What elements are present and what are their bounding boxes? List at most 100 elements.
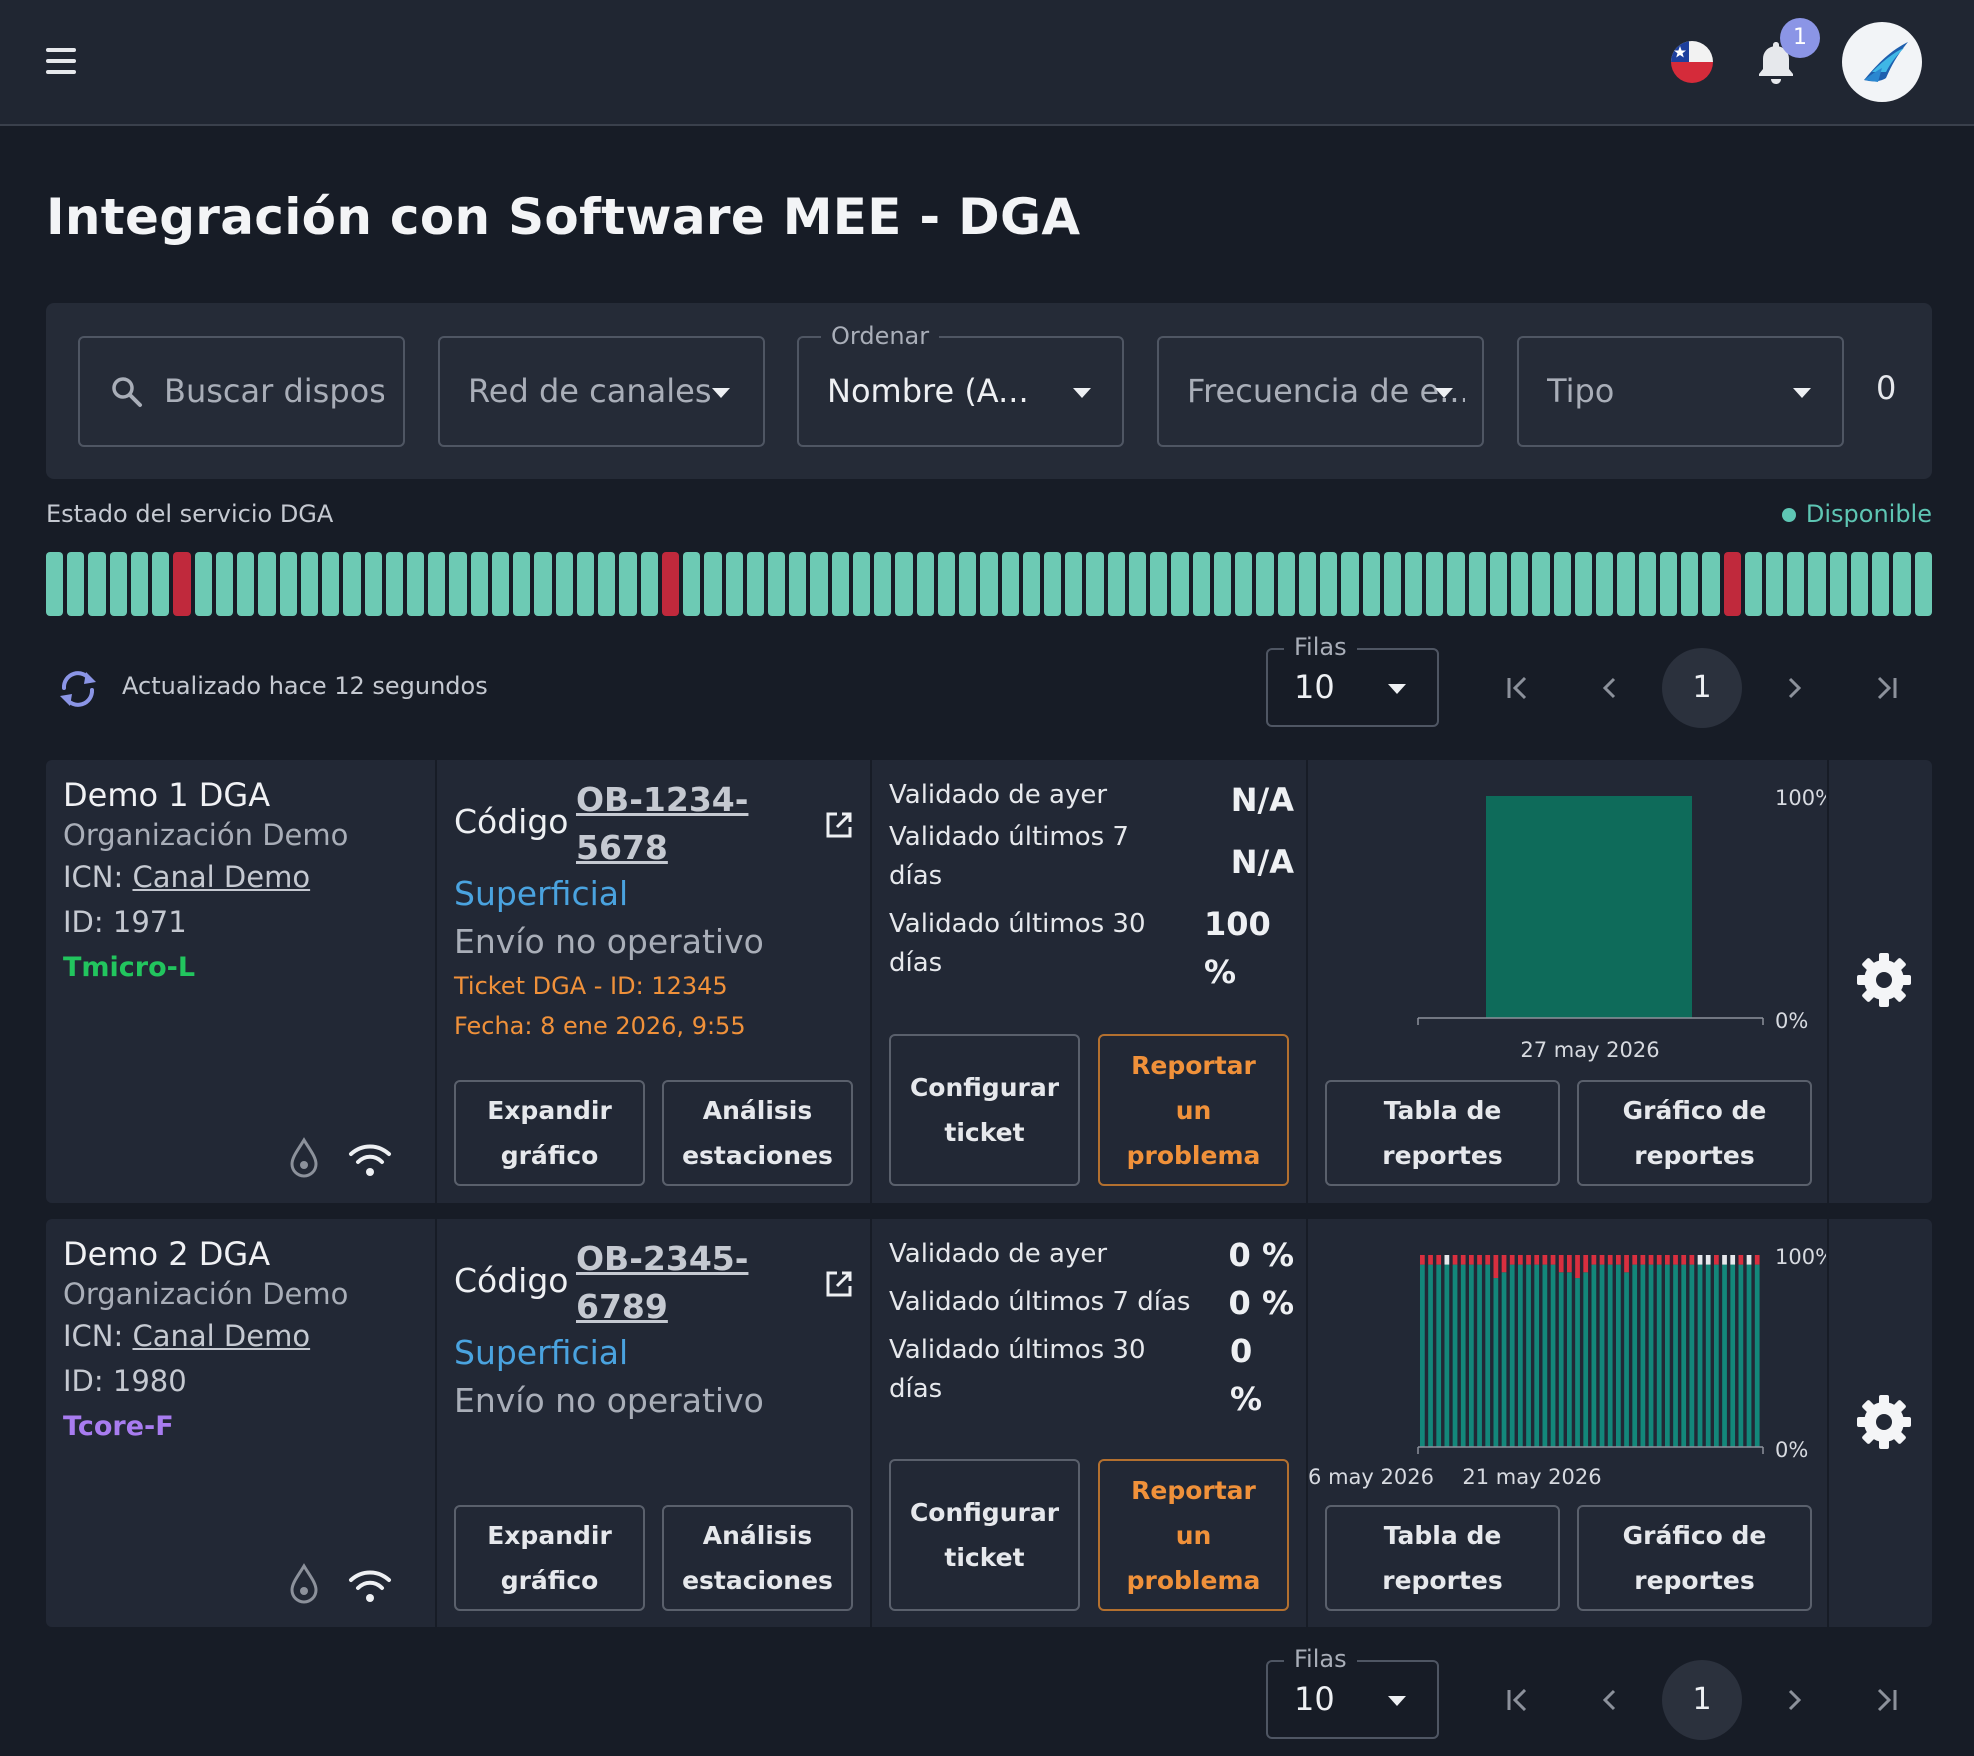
codigo-link[interactable]: OB-2345- 6789 bbox=[576, 1235, 756, 1331]
uptime-segment bbox=[1702, 552, 1720, 616]
gear-icon[interactable] bbox=[1854, 950, 1914, 1010]
send-status: Envío no operativo bbox=[454, 1381, 764, 1420]
icn-link[interactable]: Canal Demo bbox=[132, 1319, 311, 1353]
uptime-segment bbox=[1829, 552, 1847, 616]
uptime-segment bbox=[449, 552, 467, 616]
y-tick-label: 0% bbox=[1775, 1009, 1808, 1033]
uptime-segment bbox=[767, 552, 786, 616]
type-filter-select[interactable]: Tipo bbox=[1517, 336, 1844, 447]
uptime-segment bbox=[874, 552, 892, 616]
frequency-filter-select[interactable]: Frecuencia de e... bbox=[1157, 336, 1484, 447]
chart-bar bbox=[1648, 1264, 1654, 1447]
configure-ticket-button[interactable]: Configurar ticket bbox=[889, 1034, 1080, 1186]
chart-bar bbox=[1485, 1255, 1491, 1265]
chart-bar bbox=[1428, 1255, 1433, 1265]
chart-bar bbox=[1428, 1264, 1433, 1447]
chart-bar bbox=[1665, 1255, 1670, 1265]
uptime-segment bbox=[1489, 552, 1508, 616]
uptime-segment bbox=[959, 552, 977, 616]
chart-bar bbox=[1452, 1264, 1458, 1447]
uptime-segment bbox=[1596, 552, 1614, 616]
gear-icon[interactable] bbox=[1854, 1392, 1914, 1452]
icn-link[interactable]: Canal Demo bbox=[132, 860, 311, 894]
chart-bar bbox=[1730, 1264, 1736, 1447]
expand-chart-button[interactable]: Expandir gráfico bbox=[454, 1080, 645, 1186]
rows-per-page-select[interactable]: Filas 10 bbox=[1266, 633, 1439, 727]
report-problem-button[interactable]: Reportar un problema bbox=[1098, 1459, 1289, 1611]
current-page-button[interactable]: 1 bbox=[1662, 648, 1742, 728]
rows-per-page-label: Filas bbox=[1284, 1645, 1357, 1673]
dga-ticket: Ticket DGA - ID: 12345 bbox=[454, 972, 728, 1000]
uptime-segment bbox=[130, 552, 149, 616]
rows-per-page-select[interactable]: Filas 10 bbox=[1266, 1645, 1439, 1739]
next-page-button[interactable] bbox=[1754, 648, 1834, 728]
chart-bar bbox=[1697, 1255, 1703, 1265]
status-dot-icon bbox=[1781, 508, 1796, 522]
chart-bar bbox=[1632, 1255, 1638, 1265]
uptime-segment bbox=[576, 552, 595, 616]
chart-bar bbox=[1486, 796, 1692, 1018]
search-input[interactable]: Buscar dispos bbox=[78, 336, 405, 447]
uptime-segment bbox=[1298, 552, 1317, 616]
uptime-segment bbox=[937, 552, 956, 616]
uptime-segment bbox=[1128, 552, 1147, 616]
avatar[interactable] bbox=[1842, 22, 1922, 102]
type-filter-label: Tipo bbox=[1547, 372, 1615, 410]
uptime-segment bbox=[46, 552, 64, 616]
chevron-down-icon bbox=[1435, 388, 1453, 398]
report-problem-button[interactable]: Reportar un problema bbox=[1098, 1034, 1289, 1186]
water-drop-icon bbox=[290, 1563, 318, 1604]
chart-bar bbox=[1460, 1264, 1466, 1447]
expand-chart-button[interactable]: Expandir gráfico bbox=[454, 1505, 645, 1611]
previous-page-button[interactable] bbox=[1570, 648, 1650, 728]
chart-bar bbox=[1607, 1264, 1613, 1447]
codigo-line-1: OB-2345- bbox=[576, 1239, 749, 1278]
validated-yesterday-label: Validado de ayer bbox=[889, 780, 1108, 810]
chart-bar bbox=[1746, 1255, 1752, 1265]
uptime-segment bbox=[1065, 552, 1083, 616]
chart-bar bbox=[1738, 1255, 1744, 1265]
current-page-button[interactable]: 1 bbox=[1662, 1660, 1742, 1740]
chevron-right-icon bbox=[1788, 1689, 1802, 1711]
sort-select[interactable]: Ordenar Nombre (A... bbox=[797, 322, 1124, 447]
next-page-button[interactable] bbox=[1754, 1660, 1834, 1740]
previous-page-button[interactable] bbox=[1570, 1660, 1650, 1740]
reports-chart-button[interactable]: Gráfico de reportes bbox=[1577, 1505, 1812, 1611]
uptime-segment bbox=[343, 552, 361, 616]
y-tick-label: 100% bbox=[1775, 786, 1826, 810]
last-page-button[interactable] bbox=[1846, 648, 1926, 728]
chart-bar bbox=[1518, 1255, 1523, 1265]
uptime-segment bbox=[1256, 552, 1274, 616]
configure-ticket-button[interactable]: Configurar ticket bbox=[889, 1459, 1080, 1611]
first-page-button[interactable] bbox=[1478, 648, 1558, 728]
refresh-icon[interactable] bbox=[56, 668, 100, 710]
reports-table-button[interactable]: Tabla de reportes bbox=[1325, 1505, 1560, 1611]
rows-per-page-value: 10 bbox=[1294, 1680, 1335, 1718]
uptime-segment bbox=[1001, 552, 1019, 616]
chart-bar bbox=[1567, 1272, 1572, 1447]
reports-table-button[interactable]: Tabla de reportes bbox=[1325, 1080, 1560, 1186]
external-link-icon[interactable] bbox=[824, 810, 854, 840]
codigo-link[interactable]: OB-1234- 5678 bbox=[576, 776, 756, 872]
search-placeholder: Buscar dispos bbox=[164, 372, 384, 410]
menu-icon[interactable] bbox=[46, 48, 76, 74]
reports-chart-button[interactable]: Gráfico de reportes bbox=[1577, 1080, 1812, 1186]
column-divider bbox=[435, 1219, 437, 1627]
chile-flag-icon[interactable] bbox=[1671, 41, 1713, 83]
last-updated-text: Actualizado hace 12 segundos bbox=[122, 672, 488, 700]
network-filter-select[interactable]: Red de canales bbox=[438, 336, 765, 447]
first-page-button[interactable] bbox=[1478, 1660, 1558, 1740]
last-page-button[interactable] bbox=[1846, 1660, 1926, 1740]
water-drop-icon bbox=[290, 1137, 318, 1178]
chart-bar bbox=[1550, 1255, 1556, 1265]
external-link-icon[interactable] bbox=[824, 1269, 854, 1299]
uptime-segment bbox=[619, 552, 637, 616]
station-analysis-button[interactable]: Análisis estaciones bbox=[662, 1505, 853, 1611]
x-tick-label: 27 may 2026 bbox=[1520, 1038, 1659, 1062]
chart-bar bbox=[1542, 1255, 1548, 1265]
chart-bar bbox=[1460, 1255, 1466, 1265]
y-tick-label: 100% bbox=[1775, 1245, 1826, 1269]
station-analysis-button[interactable]: Análisis estaciones bbox=[662, 1080, 853, 1186]
search-icon bbox=[112, 377, 142, 407]
uptime-segment bbox=[1341, 552, 1359, 616]
